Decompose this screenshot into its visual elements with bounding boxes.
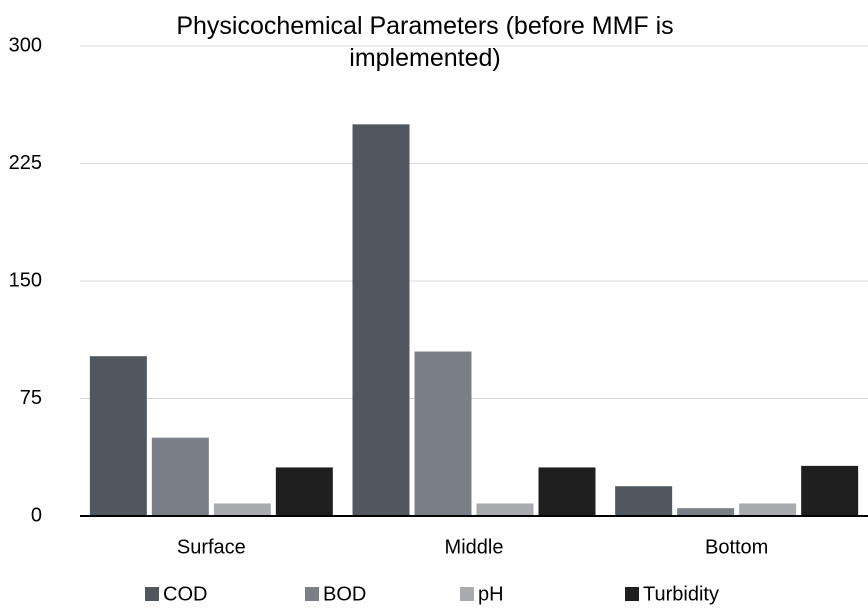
legend-label: COD bbox=[163, 583, 207, 605]
y-tick-label: 300 bbox=[9, 34, 42, 56]
legend-swatch bbox=[625, 587, 639, 601]
bar bbox=[739, 503, 797, 516]
bar bbox=[275, 467, 333, 516]
legend-label: Turbidity bbox=[643, 583, 719, 605]
bar bbox=[352, 124, 410, 516]
bar bbox=[151, 437, 209, 516]
y-tick-label: 225 bbox=[9, 152, 42, 174]
y-tick-label: 150 bbox=[9, 269, 42, 291]
x-tick-label: Middle bbox=[445, 536, 504, 558]
chart-title: Physicochemical Parameters (before MMF i… bbox=[176, 12, 674, 72]
bar bbox=[213, 503, 271, 516]
y-tick-label: 75 bbox=[20, 387, 42, 409]
bar bbox=[615, 486, 673, 516]
legend-label: pH bbox=[478, 583, 504, 605]
bar bbox=[89, 356, 147, 516]
x-tick-label: Bottom bbox=[705, 536, 768, 558]
bar bbox=[476, 503, 534, 516]
bar bbox=[801, 465, 859, 516]
bar bbox=[414, 351, 472, 516]
bar bbox=[677, 508, 735, 516]
legend-swatch bbox=[460, 587, 474, 601]
y-tick-label: 0 bbox=[31, 504, 42, 526]
x-tick-label: Surface bbox=[177, 536, 246, 558]
legend-label: BOD bbox=[323, 583, 366, 605]
legend-swatch bbox=[145, 587, 159, 601]
bar bbox=[538, 467, 596, 516]
legend-swatch bbox=[305, 587, 319, 601]
